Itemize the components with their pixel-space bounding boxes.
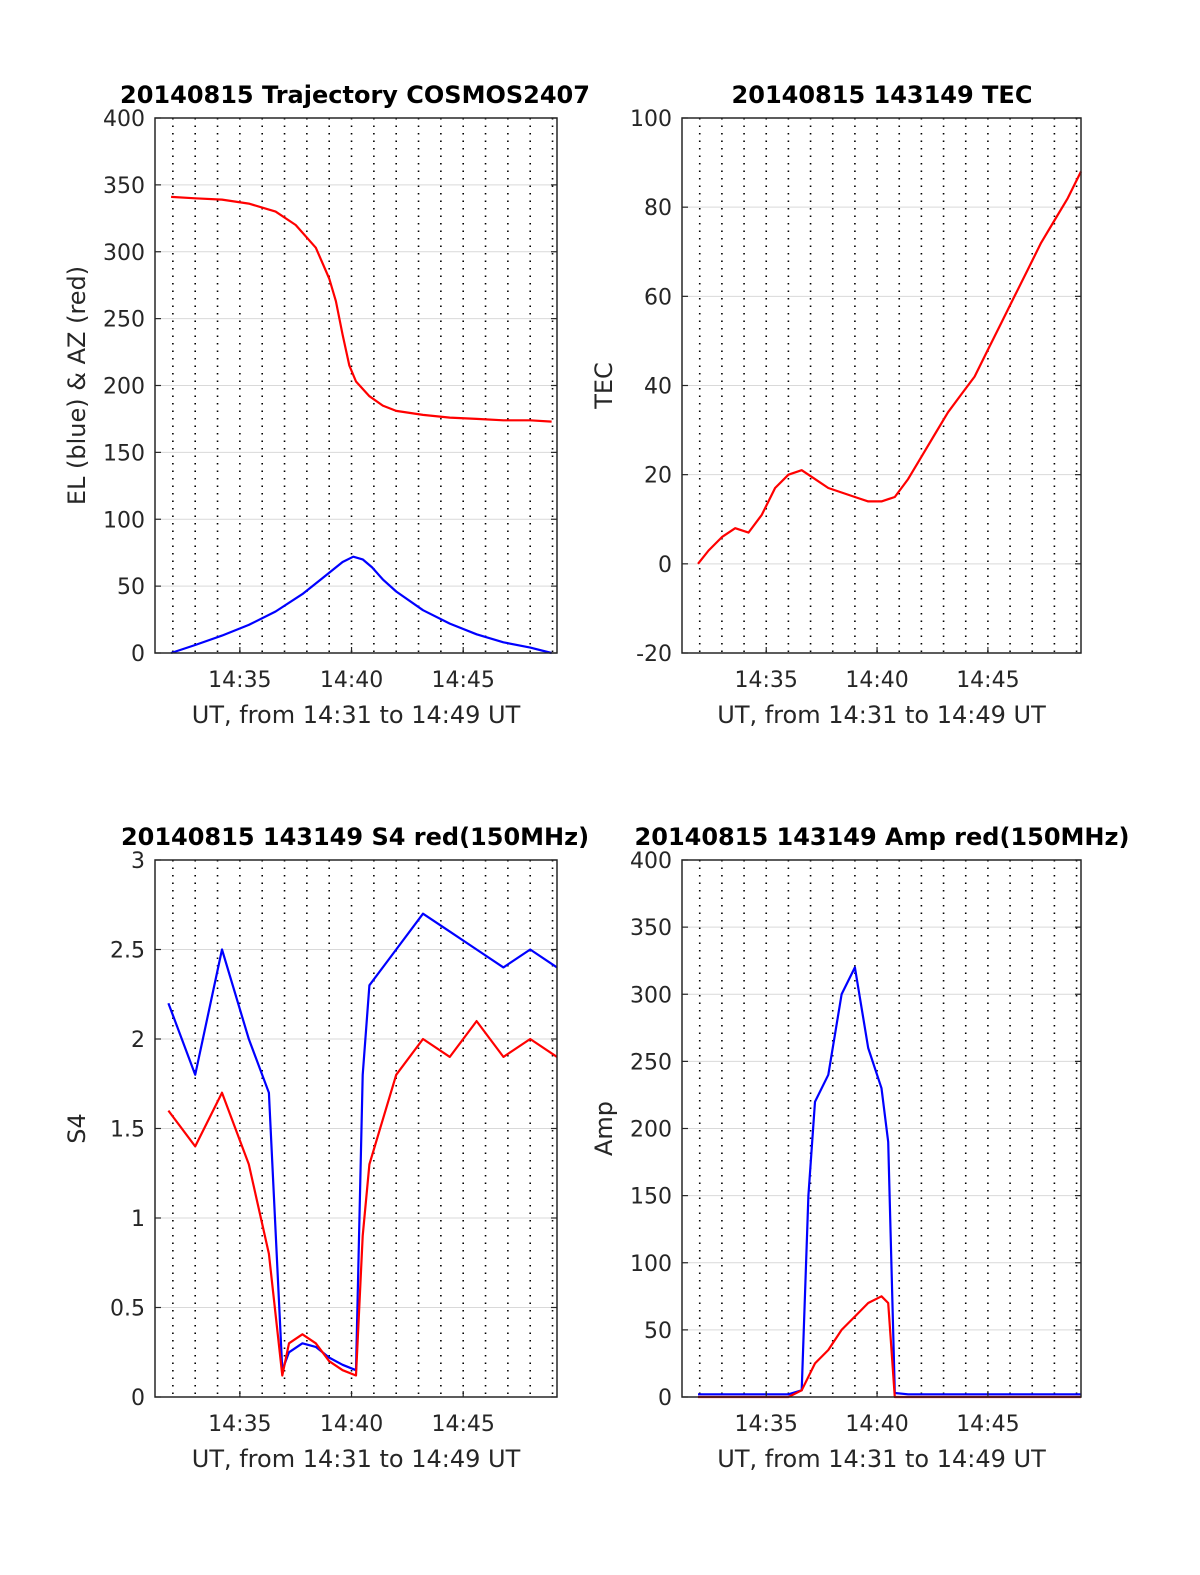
y-tick-label: 0: [131, 642, 145, 667]
y-tick-label: 150: [630, 1185, 672, 1210]
y-tick-label: 250: [630, 1050, 672, 1075]
x-tick-label: 14:40: [320, 668, 383, 693]
x-tick-label: 14:35: [208, 1412, 271, 1437]
y-tick-label: 100: [630, 107, 672, 132]
y-tick-label: 0: [131, 1386, 145, 1411]
y-tick-label: 1: [131, 1207, 145, 1232]
series-line-blue: [698, 966, 1081, 1396]
y-tick-label: -20: [636, 642, 672, 667]
y-tick-label: 400: [103, 107, 145, 132]
y-axis-label: S4: [63, 1113, 91, 1144]
y-tick-label: 2.5: [110, 939, 145, 964]
y-axis-label: EL (blue) & AZ (red): [63, 266, 91, 505]
series-line-red: [167, 1019, 558, 1377]
y-tick-label: 3: [131, 849, 145, 874]
y-tick-label: 400: [630, 849, 672, 874]
x-tick-label: 14:45: [956, 1412, 1019, 1437]
x-axis-label: UT, from 14:31 to 14:49 UT: [192, 701, 521, 729]
x-tick-label: 14:40: [320, 1412, 383, 1437]
series-line-blue: [170, 555, 552, 655]
y-tick-label: 2: [131, 1028, 145, 1053]
y-tick-label: 250: [103, 308, 145, 333]
x-tick-label: 14:40: [845, 668, 908, 693]
y-tick-label: 150: [103, 441, 145, 466]
y-tick-label: 100: [630, 1252, 672, 1277]
y-tick-label: 50: [644, 1319, 672, 1344]
y-axis-label: Amp: [590, 1101, 618, 1156]
y-tick-label: 40: [644, 375, 672, 400]
y-tick-label: 350: [630, 916, 672, 941]
y-tick-label: 300: [630, 983, 672, 1008]
chart-title: 20140815 Trajectory COSMOS2407: [120, 81, 590, 109]
y-tick-label: 20: [644, 464, 672, 489]
y-tick-label: 200: [103, 375, 145, 400]
y-axis-label: TEC: [590, 362, 618, 410]
y-tick-label: 0: [658, 1386, 672, 1411]
chart-title: 20140815 143149 Amp red(150MHz): [635, 823, 1130, 851]
x-tick-label: 14:45: [431, 1412, 494, 1437]
y-tick-label: 1.5: [110, 1118, 145, 1143]
x-tick-label: 14:35: [735, 1412, 798, 1437]
y-tick-label: 80: [644, 196, 672, 221]
x-tick-label: 14:45: [956, 668, 1019, 693]
x-tick-label: 14:35: [208, 668, 271, 693]
x-tick-label: 14:35: [735, 668, 798, 693]
y-tick-label: 0.5: [110, 1297, 145, 1322]
series-line-blue: [167, 912, 558, 1372]
chart-title: 20140815 143149 TEC: [732, 81, 1033, 109]
chart-title: 20140815 143149 S4 red(150MHz): [121, 823, 589, 851]
chart-panel-4: 0 50 100 150 200 250 300 350 400 14:35 14:40 14:45 U…: [590, 823, 1129, 1473]
y-tick-label: 0: [658, 553, 672, 578]
y-tick-label: 60: [644, 285, 672, 310]
chart-panel-2: -20 0 20 40 60 80 100 14:35 14:40 14:45 UT, from 1…: [590, 81, 1082, 729]
series-line-red: [697, 171, 1082, 565]
y-tick-label: 100: [103, 508, 145, 533]
x-tick-label: 14:40: [845, 1412, 908, 1437]
y-tick-label: 50: [117, 575, 145, 600]
x-axis-label: UT, from 14:31 to 14:49 UT: [717, 1445, 1046, 1473]
x-tick-label: 14:45: [431, 668, 494, 693]
y-tick-label: 300: [103, 241, 145, 266]
chart-panel-3: 0 0.5 1 1.5 2 2.5 3 14:35 14:40 14:45 UT, from 14:…: [63, 823, 589, 1473]
chart-panel-1: 0 50 100 150 200 250 300 350 400 14:35 14:40 14:45 U…: [63, 81, 590, 729]
y-tick-label: 350: [103, 174, 145, 199]
series-line-red: [698, 1295, 1081, 1399]
x-axis-label: UT, from 14:31 to 14:49 UT: [192, 1445, 521, 1473]
y-tick-label: 200: [630, 1118, 672, 1143]
series-line-red: [171, 195, 552, 423]
x-axis-label: UT, from 14:31 to 14:49 UT: [717, 701, 1046, 729]
